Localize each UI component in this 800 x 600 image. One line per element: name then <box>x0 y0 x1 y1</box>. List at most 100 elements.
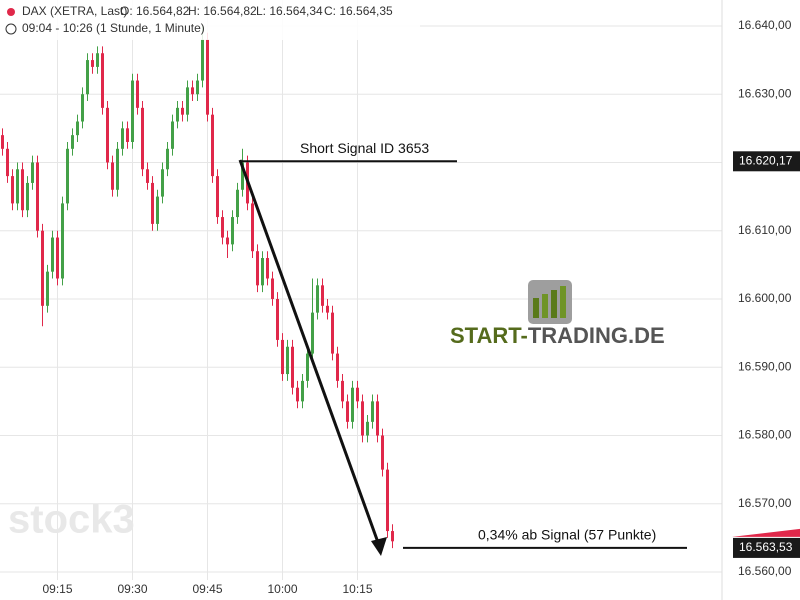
axis-panel <box>722 0 800 600</box>
candle-body <box>281 339 284 375</box>
candle-body <box>251 203 254 252</box>
x-tick-label: 10:15 <box>342 582 372 596</box>
candle-body <box>161 169 164 197</box>
candle-body <box>386 469 389 532</box>
ohlc-low: L: 16.564,34 <box>256 4 323 18</box>
candle-body <box>296 387 299 402</box>
candle-body <box>76 121 79 136</box>
candle-body <box>31 162 34 183</box>
x-tick-label: 09:45 <box>192 582 222 596</box>
logo-a: START- <box>450 323 528 348</box>
symbol: DAX (XETRA, Last) <box>22 4 127 18</box>
candle-body <box>16 169 19 204</box>
logo-bar <box>560 286 566 318</box>
candle-body <box>86 60 89 95</box>
annotation-text: 0,34% ab Signal (57 Punkte) <box>478 527 656 543</box>
candle-body <box>46 271 49 306</box>
candle-body <box>186 87 189 115</box>
symbol-icon <box>7 8 15 16</box>
time-range: 09:04 - 10:26 (1 Stunde, 1 Minute) <box>22 21 205 35</box>
clock-icon <box>5 23 17 35</box>
candle-body <box>91 60 94 67</box>
candle-body <box>66 148 69 204</box>
candle-body <box>111 162 114 190</box>
candle-body <box>381 435 384 470</box>
price-badge <box>733 151 800 172</box>
candle-body <box>241 162 244 190</box>
ohlc-high: H: 16.564,82 <box>188 4 257 18</box>
candle-body <box>261 258 264 286</box>
candle-body <box>271 278 274 299</box>
candle-body <box>106 107 109 163</box>
candle-body <box>316 285 319 313</box>
candle-body <box>206 39 209 115</box>
candle-body <box>181 107 184 115</box>
candle-body <box>196 80 199 95</box>
candle-body <box>216 176 219 218</box>
x-tick-label: 09:30 <box>117 582 147 596</box>
logo-b: TRADING.DE <box>528 323 665 348</box>
price-badge <box>733 537 800 558</box>
logo-bar <box>533 298 539 318</box>
candle-body <box>336 353 339 381</box>
candle-body <box>326 305 329 313</box>
candle-body <box>146 169 149 183</box>
y-tick-label: 16.560,00 <box>738 564 792 578</box>
arrow <box>238 159 382 549</box>
candle-body <box>166 148 169 170</box>
candle-body <box>346 401 349 422</box>
annotation-text: Short Signal ID 3653 <box>300 140 429 156</box>
candle-body <box>136 80 139 108</box>
candle-body <box>211 114 214 177</box>
candle-body <box>71 135 74 149</box>
candle-body <box>116 148 119 190</box>
logo-bar <box>542 294 548 318</box>
candle-body <box>96 53 99 67</box>
candle-body <box>391 531 394 542</box>
candle-body <box>11 176 14 204</box>
candle-body <box>266 258 269 279</box>
y-axis: 16.560,00 16.570,00 16.580,00 16.590,00 16.6… <box>738 18 792 578</box>
y-tick-label: 16.590,00 <box>738 359 792 373</box>
price-badge-label: 16.563,53 <box>739 540 793 554</box>
candle-body <box>26 182 29 211</box>
candle-body <box>306 353 309 381</box>
candle-body <box>276 298 279 340</box>
candle-body <box>366 421 369 436</box>
y-tick-label: 16.570,00 <box>738 496 792 510</box>
x-tick-label: 09:15 <box>42 582 72 596</box>
candle-body <box>236 189 239 218</box>
y-tick-label: 16.600,00 <box>738 291 792 305</box>
logo-bar <box>551 290 557 318</box>
candle-body <box>286 346 289 375</box>
candle-body <box>371 401 374 422</box>
candle-body <box>21 169 24 211</box>
candle-body <box>226 237 229 245</box>
price-badge-label: 16.620,17 <box>739 153 793 167</box>
logo: START-TRADING.DE <box>450 280 665 348</box>
candle-body <box>311 312 314 354</box>
candle-body <box>6 148 9 177</box>
annotations: Short Signal ID 3653 16.620,17 0,34% ab Si… <box>240 140 800 558</box>
candle-body <box>151 182 154 224</box>
logo-text: START-TRADING.DE <box>450 323 665 348</box>
candle-body <box>361 401 364 436</box>
y-tick-label: 16.610,00 <box>738 223 792 237</box>
candle-body <box>191 87 194 95</box>
arrowhead <box>371 537 387 556</box>
candles <box>1 25 394 549</box>
candle-body <box>341 380 344 402</box>
y-tick-label: 16.580,00 <box>738 428 792 442</box>
candle-body <box>256 251 259 286</box>
candle-body <box>201 39 204 81</box>
y-tick-label: 16.640,00 <box>738 18 792 32</box>
candle-body <box>1 135 4 149</box>
x-tick-label: 10:00 <box>267 582 297 596</box>
candle-body <box>81 94 84 122</box>
candle-body <box>141 107 144 170</box>
candle-body <box>36 162 39 231</box>
candle-body <box>301 380 304 402</box>
candle-body <box>331 312 334 354</box>
candle-body <box>56 237 59 279</box>
